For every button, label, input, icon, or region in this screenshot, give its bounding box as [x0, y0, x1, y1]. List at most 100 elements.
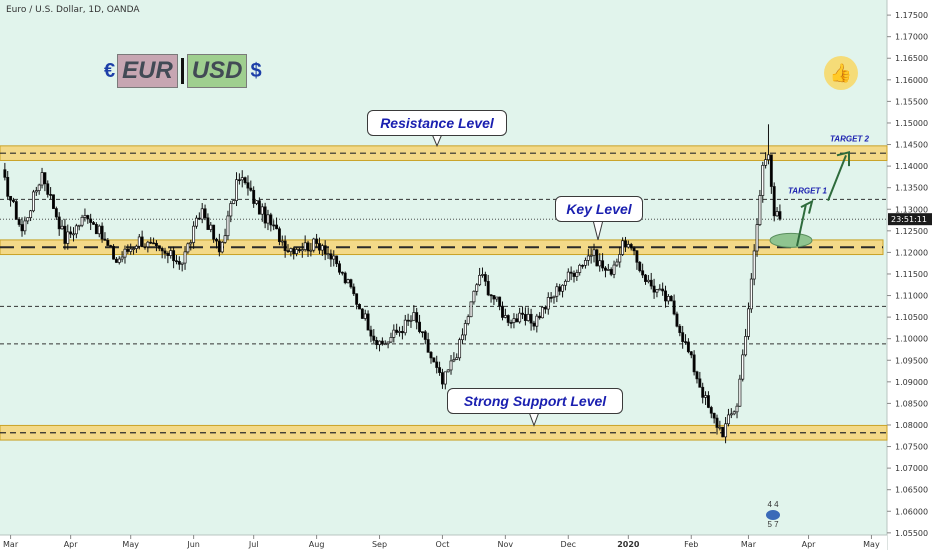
candle-down: [166, 253, 170, 256]
candle-up: [752, 250, 756, 280]
candle-down: [92, 222, 95, 225]
candle-down: [515, 318, 519, 323]
candle-up: [704, 395, 708, 398]
candle-down: [177, 261, 181, 265]
candle-up: [561, 284, 565, 292]
candle-up: [449, 360, 453, 371]
candle-down: [581, 264, 585, 267]
candle-down: [669, 296, 673, 302]
candle-up: [455, 357, 459, 360]
candle-down: [638, 261, 642, 272]
candle-down: [521, 312, 524, 315]
candle-down: [143, 246, 147, 249]
candle-down: [6, 176, 10, 197]
candle-down: [318, 243, 321, 251]
candle-up: [300, 249, 304, 252]
time-tick-label: Jul: [248, 540, 259, 549]
candle-down: [154, 242, 158, 247]
candle-down: [9, 195, 13, 201]
candle-down: [140, 236, 144, 248]
candle-up: [735, 405, 739, 413]
candle-down: [243, 177, 247, 184]
last-price-label: 23:51:11: [891, 215, 927, 224]
candle-down: [523, 314, 527, 321]
candle-up: [598, 260, 602, 267]
candle-down: [661, 288, 665, 292]
candle-up: [378, 340, 381, 346]
candle-down: [160, 248, 164, 252]
candle-up: [764, 159, 768, 166]
candle-up: [134, 245, 138, 249]
candle-down: [86, 215, 90, 220]
candle-down: [706, 395, 710, 408]
candle-up: [23, 220, 27, 232]
target1-arrow: [796, 199, 814, 247]
candle-down: [632, 247, 636, 252]
candle-down: [249, 187, 253, 191]
candle-down: [689, 351, 693, 356]
candle-up: [749, 278, 753, 310]
candle-down: [306, 242, 310, 252]
emblem-icon: 4 4 5 7: [766, 500, 780, 529]
callout-pointer: [592, 219, 604, 241]
candle-up: [232, 200, 236, 204]
candle-up: [83, 215, 87, 218]
time-tick-label: Dec: [561, 540, 576, 549]
price-tick-label: 1.16500: [895, 54, 928, 63]
candle-up: [183, 251, 187, 264]
candle-down: [283, 240, 287, 251]
candle-up: [586, 255, 590, 261]
candle-up: [666, 296, 670, 302]
candle-down: [483, 274, 487, 282]
candle-down: [609, 269, 613, 275]
candle-down: [778, 211, 782, 220]
candle-up: [240, 177, 244, 181]
candle-down: [395, 329, 399, 333]
candle-up: [389, 337, 393, 343]
candle-up: [146, 241, 150, 248]
candle-down: [604, 267, 607, 271]
candle-down: [492, 295, 496, 300]
candle-down: [277, 228, 281, 243]
time-tick-label: Jun: [186, 540, 200, 549]
candle-down: [20, 224, 24, 232]
candle-up: [495, 296, 499, 300]
candle-down: [175, 260, 178, 263]
candle-down: [709, 407, 713, 414]
candle-up: [383, 343, 387, 346]
candle-down: [163, 250, 167, 254]
candle-up: [26, 217, 30, 222]
candle-down: [94, 224, 98, 235]
candle-down: [217, 240, 221, 253]
candle-down: [3, 169, 7, 178]
candle-down: [624, 240, 627, 248]
time-tick-label: May: [122, 540, 139, 549]
candle-down: [695, 371, 699, 380]
target1-label: TARGET 1: [788, 186, 828, 195]
candle-down: [684, 341, 687, 343]
candle-up: [718, 426, 722, 429]
time-tick-label: Mar: [741, 540, 757, 549]
candle-down: [106, 239, 110, 246]
price-tick-label: 1.15500: [895, 97, 928, 106]
candle-up: [123, 248, 127, 258]
candle-down: [635, 250, 639, 263]
candle-down: [501, 305, 504, 318]
candle-down: [543, 306, 547, 310]
candle-up: [446, 369, 450, 373]
candle-up: [592, 249, 596, 256]
candle-down: [269, 214, 273, 226]
candle-down: [652, 285, 656, 293]
candle-up: [72, 233, 75, 236]
price-tick-label: 1.17000: [895, 33, 928, 42]
candle-up: [80, 216, 84, 226]
thumbs-up-icon[interactable]: 👍: [824, 56, 858, 90]
time-tick-label: 2020: [617, 540, 640, 549]
candle-down: [678, 325, 682, 333]
candle-up: [320, 245, 324, 251]
time-tick-label: Feb: [684, 540, 698, 549]
candle-up: [469, 301, 473, 318]
candle-down: [423, 331, 427, 340]
